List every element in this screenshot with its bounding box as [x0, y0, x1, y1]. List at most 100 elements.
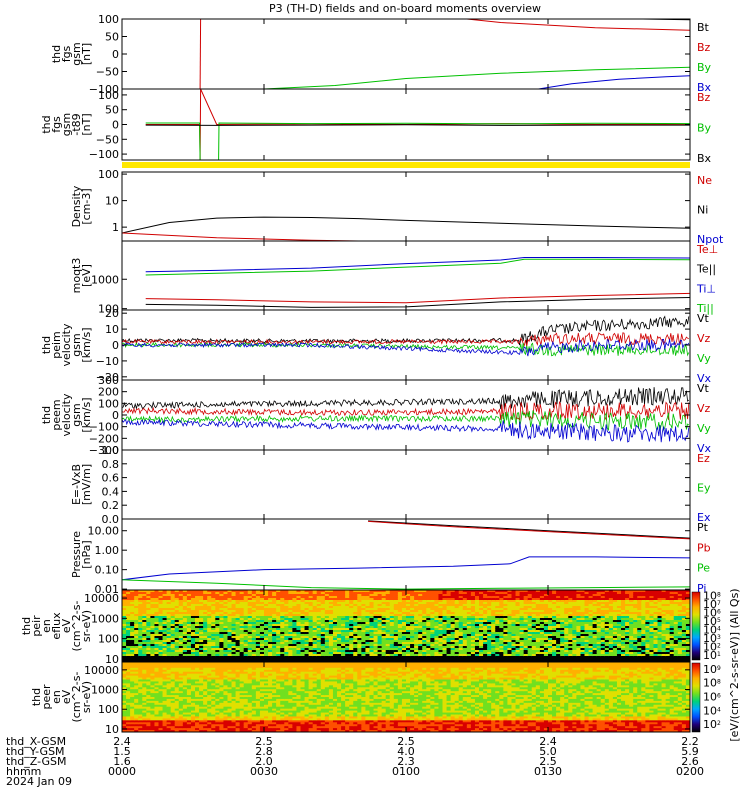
spectrogram-cell [438, 660, 444, 662]
spectrogram-cell [527, 634, 533, 637]
spectrogram-cell [211, 634, 216, 637]
spectrogram-cell [637, 650, 642, 653]
spectrogram-cell [162, 604, 168, 607]
spectrogram-cell [422, 654, 427, 657]
spectrogram-cell [134, 628, 139, 631]
spectrogram-cell [211, 638, 216, 641]
spectrogram-cell [142, 642, 147, 645]
spectrogram-cell [349, 636, 354, 639]
spectrogram-cell [235, 604, 241, 607]
panel-5: 20100−10−20thdpeimvelocitygsm[km/s]VtVzV… [40, 307, 712, 385]
spectrogram-cell [479, 600, 484, 603]
spectrogram-cell [401, 658, 407, 661]
spectrogram-cell [337, 646, 342, 649]
spectrogram-cell [539, 598, 545, 601]
spectrogram-cell [182, 618, 188, 621]
spectrogram-cell [397, 612, 403, 615]
spectrogram-cell [511, 658, 517, 661]
spectrogram-cell [272, 608, 277, 611]
spectrogram-cell [560, 608, 565, 611]
spectrogram-cell [414, 592, 419, 595]
spectrogram-cell [227, 660, 233, 662]
spectrogram-cell [259, 638, 265, 641]
spectrogram-cell [450, 634, 456, 637]
spectrogram-cell [353, 612, 358, 615]
spectrogram-cell [401, 646, 407, 649]
spectrogram-cell [645, 638, 651, 641]
spectrogram-cell [543, 614, 549, 617]
spectrogram-cell [174, 602, 180, 605]
spectrogram-cell [446, 630, 452, 633]
spectrogram-cell [353, 652, 358, 655]
spectrogram-cell [207, 650, 212, 653]
spectrogram-cell [162, 620, 168, 623]
spectrogram-cell [130, 608, 135, 611]
spectrogram-cell [130, 636, 135, 639]
spectrogram-cell [422, 606, 427, 609]
spectrogram-cell [637, 598, 642, 601]
spectrogram-cell [211, 642, 216, 645]
spectrogram-cell [584, 600, 590, 603]
spectrogram-cell [588, 644, 594, 647]
spectrogram-cell [255, 630, 261, 633]
spectrogram-cell [239, 612, 245, 615]
spectrogram-cell [186, 620, 192, 623]
spectrogram-cell [397, 640, 403, 643]
spectrogram-cell [564, 636, 569, 639]
spectrogram-cell [548, 626, 553, 629]
spectrogram-cell [190, 596, 196, 599]
spectrogram-cell [142, 596, 147, 599]
spectrogram-cell [337, 592, 342, 595]
spectrogram-cell [276, 656, 281, 659]
spectrogram-cell [377, 590, 383, 593]
spectrogram-cell [450, 626, 456, 629]
spectrogram-cell [312, 598, 318, 601]
spectrogram-cell [357, 636, 362, 639]
spectrogram-cell [462, 608, 468, 611]
spectrogram-cell [401, 640, 407, 643]
spectrogram-cell [304, 648, 310, 651]
spectrogram-cell [450, 640, 456, 643]
spectrogram-cell [531, 636, 537, 639]
spectrogram-cell [300, 652, 306, 655]
spectrogram-cell [227, 602, 233, 605]
spectrogram-cell [410, 632, 415, 635]
spectrogram-cell [324, 630, 330, 633]
spectrogram-cell [207, 636, 212, 639]
spectrogram-cell [535, 626, 541, 629]
spectrogram-cell [304, 614, 310, 617]
spectrogram-cell [122, 606, 127, 609]
spectrogram-cell [450, 602, 456, 605]
spectrogram-cell [166, 624, 172, 627]
spectrogram-cell [483, 636, 488, 639]
spectrogram-cell [633, 600, 638, 603]
spectrogram-cell [625, 628, 630, 631]
spectrogram-cell [633, 590, 638, 593]
legend-entry-npot: Npot [697, 233, 724, 246]
spectrogram-cell [332, 608, 338, 611]
spectrogram-cell [414, 630, 419, 633]
spectrogram-cell [369, 638, 375, 641]
spectrogram-cell [182, 660, 188, 662]
spectrogram-cell [462, 630, 468, 633]
spectrogram-cell [616, 632, 622, 635]
spectrogram-cell [576, 608, 582, 611]
spectrogram-cell [308, 590, 314, 593]
spectrogram-cell [264, 618, 269, 621]
spectrogram-cell [365, 590, 371, 593]
spectrogram-cell [247, 622, 253, 625]
spectrogram-cell [166, 660, 172, 662]
spectrogram-cell [320, 598, 326, 601]
spectrogram-cell [523, 632, 529, 635]
spectrogram-cell [625, 648, 630, 651]
spectrogram-cell [316, 642, 322, 645]
spectrogram-cell [422, 594, 427, 597]
spectrogram-cell [552, 624, 557, 627]
spectrogram-cell [499, 636, 504, 639]
spectrogram-cell [122, 650, 127, 653]
spectrogram-cell [487, 620, 492, 623]
spectrogram-cell [146, 622, 151, 625]
spectrogram-cell [272, 600, 277, 603]
spectrogram-cell [499, 604, 504, 607]
spectrogram-cell [592, 610, 598, 613]
